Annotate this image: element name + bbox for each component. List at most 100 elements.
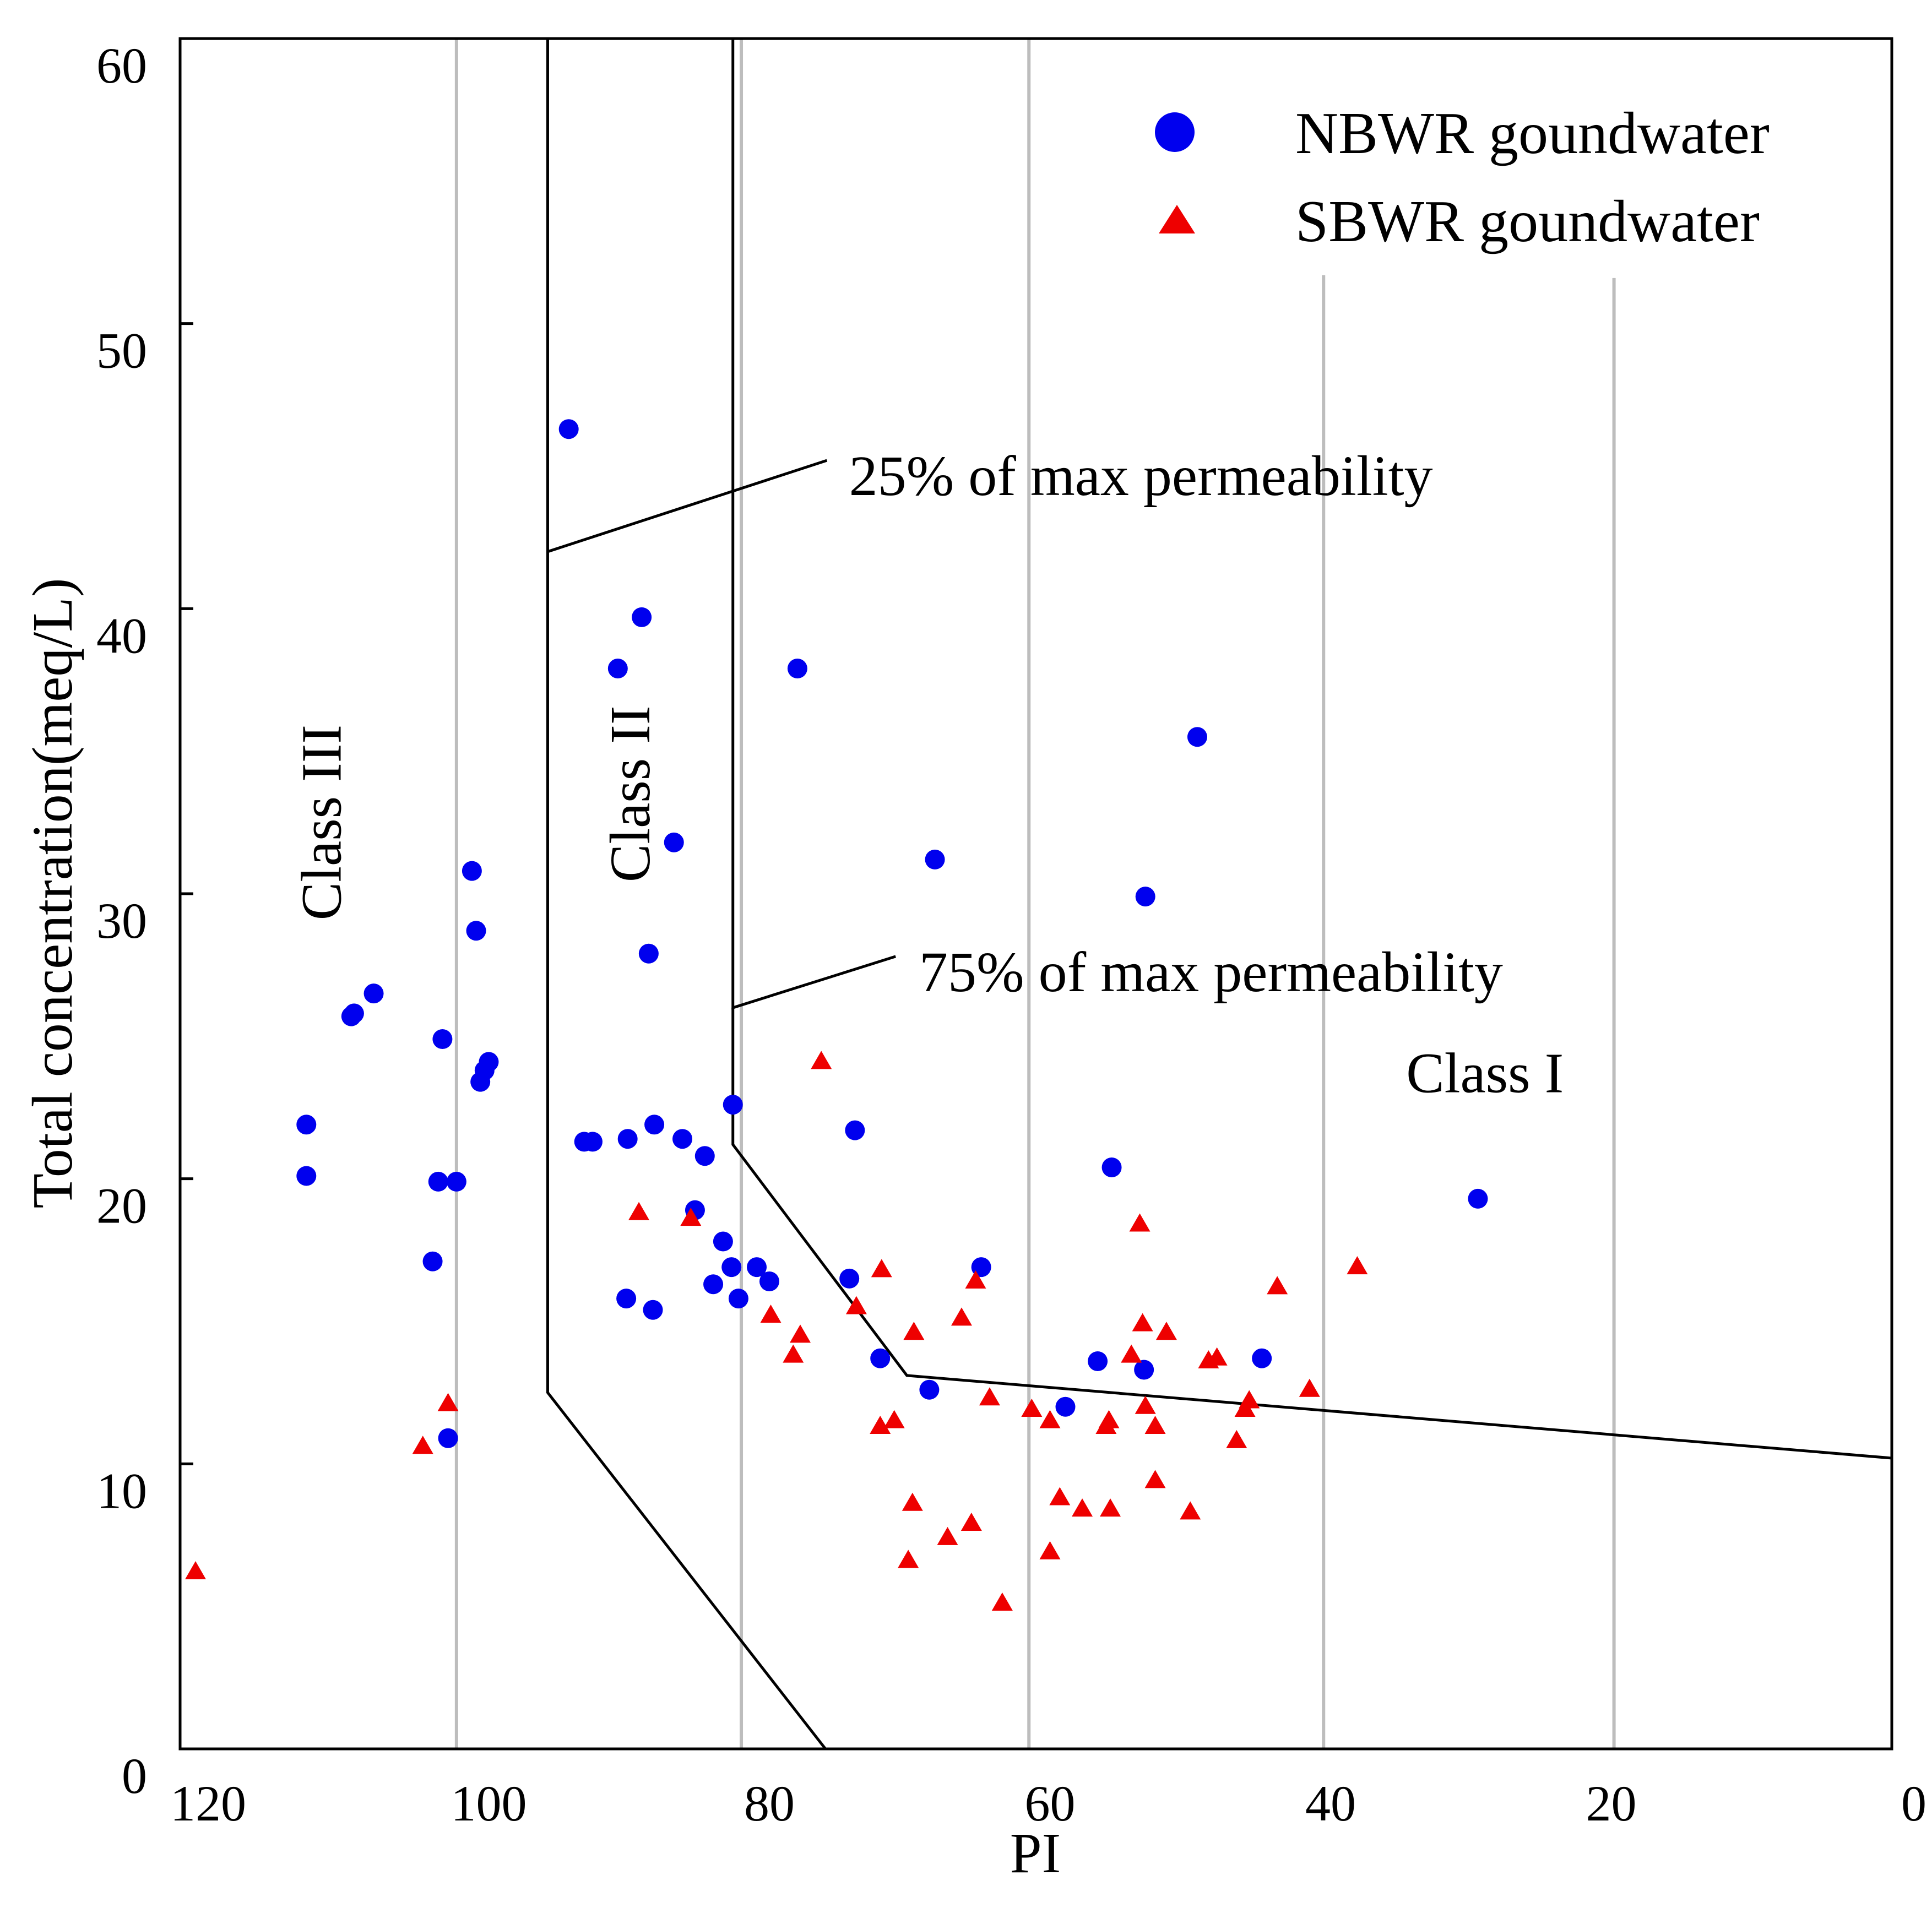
x-tick-label-20: 20 <box>1586 1775 1636 1831</box>
sbwr-point-33 <box>1135 1395 1156 1414</box>
data-points <box>185 419 1488 1611</box>
nbwr-point-41 <box>925 849 945 869</box>
sbwr-point-21 <box>991 1592 1013 1611</box>
nbwr-point-18 <box>607 659 628 679</box>
sbwr-point-6 <box>783 1344 804 1363</box>
nbwr-point-6 <box>428 1171 448 1192</box>
axis-ticks: 0 10 20 30 40 50 60 120 100 80 60 40 20 0 <box>96 37 1926 1831</box>
nbwr-point-15 <box>558 419 579 439</box>
sbwr-point-3 <box>628 1202 650 1220</box>
legend-nbwr-marker-icon <box>1155 112 1195 152</box>
y-tick-label-60: 60 <box>96 37 147 94</box>
nbwr-point-9 <box>446 1171 466 1192</box>
class-i-label: Class I <box>1406 1041 1564 1105</box>
sbwr-point-44 <box>1299 1378 1320 1397</box>
sbwr-point-28 <box>1098 1410 1120 1428</box>
x-tick-label-80: 80 <box>744 1775 795 1831</box>
nbwr-point-38 <box>845 1120 865 1140</box>
sbwr-point-1 <box>412 1436 433 1454</box>
nbwr-point-26 <box>672 1129 693 1149</box>
x-tick-label-0: 0 <box>1901 1775 1926 1831</box>
x-axis-title: PI <box>1010 1822 1061 1885</box>
annotations: 25% of max permeability 75% of max perme… <box>849 444 1503 1004</box>
sbwr-point-15 <box>903 1322 925 1340</box>
nbwr-point-25 <box>664 832 684 852</box>
y-tick-label-10: 10 <box>96 1463 147 1519</box>
sbwr-point-29 <box>1100 1498 1121 1517</box>
nbwr-point-30 <box>713 1231 733 1252</box>
grid-lines <box>454 39 1616 1749</box>
sbwr-point-25 <box>1049 1487 1071 1505</box>
sbwr-point-0 <box>185 1561 207 1580</box>
nbwr-point-14 <box>479 1052 499 1072</box>
sbwr-point-8 <box>811 1051 832 1069</box>
sbwr-point-30 <box>1121 1344 1142 1363</box>
sbwr-point-2 <box>437 1393 459 1411</box>
sbwr-point-9 <box>845 1296 867 1314</box>
nbwr-point-28 <box>694 1146 715 1166</box>
nbwr-point-37 <box>839 1268 860 1289</box>
nbwr-point-40 <box>919 1379 940 1400</box>
sbwr-point-39 <box>1206 1347 1228 1366</box>
sbwr-point-42 <box>1239 1390 1260 1409</box>
nbwr-point-47 <box>1135 887 1155 907</box>
nbwr-point-21 <box>632 607 652 627</box>
y-tick-label-20: 20 <box>96 1178 147 1234</box>
nbwr-point-44 <box>1088 1351 1108 1371</box>
sbwr-point-36 <box>1155 1322 1177 1340</box>
x-tick-label-60: 60 <box>1024 1775 1075 1831</box>
sbwr-point-34 <box>1144 1470 1166 1488</box>
nbwr-point-19 <box>616 1289 637 1309</box>
nbwr-point-24 <box>644 1115 665 1135</box>
sbwr-point-14 <box>902 1492 923 1511</box>
nbwr-point-11 <box>466 921 486 941</box>
legend: NBWR goundwater SBWR goundwater <box>1155 101 1770 254</box>
y-axis-title: Total concentration(meq/L) <box>21 578 84 1209</box>
y-tick-label-30: 30 <box>96 893 147 949</box>
nbwr-point-32 <box>723 1095 743 1115</box>
sbwr-point-4 <box>680 1208 702 1226</box>
sbwr-point-35 <box>1144 1416 1166 1434</box>
sbwr-point-13 <box>898 1550 919 1568</box>
nbwr-point-10 <box>462 861 482 881</box>
nbwr-point-22 <box>638 943 659 964</box>
class-iii-label: Class III <box>290 725 353 920</box>
sbwr-point-22 <box>1021 1398 1043 1417</box>
sbwr-point-11 <box>871 1259 892 1278</box>
sbwr-point-12 <box>883 1410 905 1428</box>
boundary-class-iii-ii-lower <box>546 551 827 1750</box>
nbwr-point-5 <box>422 1251 443 1271</box>
nbwr-point-35 <box>759 1271 779 1292</box>
nbwr-point-4 <box>363 983 384 1004</box>
sbwr-point-40 <box>1226 1430 1247 1448</box>
sbwr-point-31 <box>1129 1213 1150 1232</box>
class-labels: Class III Class II Class I <box>290 705 1564 1105</box>
x-tick-label-100: 100 <box>451 1775 527 1831</box>
boundary-class-ii-i-lower <box>731 1008 1892 1460</box>
nbwr-point-31 <box>721 1257 742 1278</box>
nbwr-point-23 <box>643 1300 663 1320</box>
nbwr-point-49 <box>1252 1348 1272 1368</box>
legend-sbwr-marker-icon <box>1159 205 1195 233</box>
sbwr-point-18 <box>960 1513 982 1531</box>
sbwr-point-37 <box>1180 1501 1201 1520</box>
nbwr-point-1 <box>296 1115 317 1135</box>
sbwr-point-10 <box>870 1416 891 1434</box>
y-tick-label-50: 50 <box>96 323 147 379</box>
x-tick-label-40: 40 <box>1305 1775 1356 1831</box>
x-tick-label-120: 120 <box>170 1775 246 1831</box>
y-tick-label-0: 0 <box>122 1748 147 1804</box>
nbwr-point-17 <box>582 1132 603 1152</box>
sbwr-point-5 <box>760 1305 782 1323</box>
sbwr-point-19 <box>965 1270 986 1289</box>
sbwr-point-20 <box>979 1387 1000 1406</box>
nbwr-point-45 <box>1101 1157 1122 1177</box>
annotation-25-percent-permeability: 25% of max permeability <box>849 444 1433 508</box>
nbwr-point-7 <box>432 1029 453 1050</box>
class-boundaries <box>546 39 1892 1750</box>
sbwr-point-43 <box>1267 1276 1288 1295</box>
nbwr-point-33 <box>728 1289 748 1309</box>
sbwr-point-23 <box>1039 1410 1061 1428</box>
